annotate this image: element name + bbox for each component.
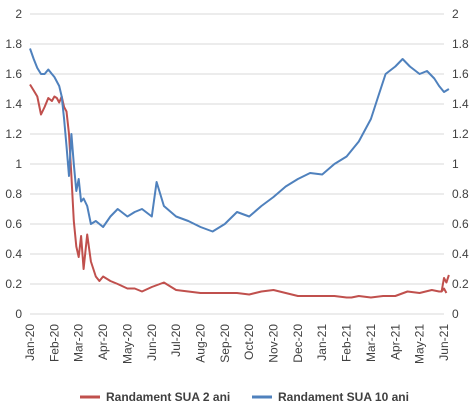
y-tick-left-label: 0.6 xyxy=(5,217,22,231)
y-tick-right-label: 0.2 xyxy=(452,277,469,291)
y-tick-right-label: 1.4 xyxy=(452,97,469,111)
x-tick-label: Sep-20 xyxy=(218,324,232,363)
y-tick-right-label: 2 xyxy=(452,7,459,21)
grid xyxy=(30,13,444,315)
series-layer xyxy=(29,48,450,299)
y-axis-left: 0 0.2 0.4 0.6 0.8 1 1.2 1.4 1.6 1.8 2 xyxy=(5,7,22,321)
series-line-2-ani xyxy=(29,83,448,299)
x-tick-label: Feb-20 xyxy=(47,324,61,362)
x-tick-label: May-21 xyxy=(413,324,427,364)
y-tick-left-label: 1.2 xyxy=(5,127,22,141)
y-tick-right-label: 1.6 xyxy=(452,67,469,81)
y-tick-right-label: 0.8 xyxy=(452,187,469,201)
x-tick-label: Jun-20 xyxy=(145,324,159,361)
y-tick-right-label: 1 xyxy=(452,157,459,171)
series-line-2-ani-tail xyxy=(440,274,450,292)
x-tick-label: Apr-21 xyxy=(388,324,402,360)
x-tick-label: Aug-20 xyxy=(193,324,207,363)
y-tick-left-label: 2 xyxy=(15,7,22,21)
x-tick-label: Jan-21 xyxy=(315,324,329,361)
x-tick-label: Nov-20 xyxy=(267,324,281,363)
x-tick-label: Oct-20 xyxy=(242,324,256,360)
y-tick-right-label: 0.6 xyxy=(452,217,469,231)
legend-label: Randament SUA 2 ani xyxy=(106,390,230,404)
legend: Randament SUA 2 ani Randament SUA 10 ani xyxy=(80,390,409,404)
y-tick-right-label: 1.2 xyxy=(452,127,469,141)
y-tick-right-label: 1.8 xyxy=(452,37,469,51)
x-tick-label: Mar-20 xyxy=(72,324,86,362)
y-tick-left-label: 0.8 xyxy=(5,187,22,201)
y-tick-left-label: 0 xyxy=(15,307,22,321)
y-tick-left-label: 1.6 xyxy=(5,67,22,81)
x-tick-label: Jun-21 xyxy=(437,324,451,361)
y-tick-left-label: 0.4 xyxy=(5,247,22,261)
x-tick-label: Jul-20 xyxy=(169,324,183,357)
y-tick-left-label: 1.8 xyxy=(5,37,22,51)
y-tick-right-label: 0 xyxy=(452,307,459,321)
x-axis: Jan-20 Feb-20 Mar-20 Apr-20 May-20 Jun-20 Jul-… xyxy=(23,324,451,364)
x-tick-label: Jan-20 xyxy=(23,324,37,361)
y-axis-right: 0 0.2 0.4 0.6 0.8 1 1.2 1.4 1.6 1.8 2 xyxy=(452,7,469,321)
legend-label: Randament SUA 10 ani xyxy=(278,390,409,404)
x-tick-label: Mar-21 xyxy=(364,324,378,362)
x-tick-label: Feb-21 xyxy=(340,324,354,362)
y-tick-left-label: 0.2 xyxy=(5,277,22,291)
y-tick-left-label: 1.4 xyxy=(5,97,22,111)
y-tick-left-label: 1 xyxy=(15,157,22,171)
y-tick-right-label: 0.4 xyxy=(452,247,469,261)
x-tick-label: May-20 xyxy=(120,324,134,364)
x-tick-label: Apr-20 xyxy=(96,324,110,360)
series-line-10-ani xyxy=(29,48,450,233)
x-tick-label: Dec-20 xyxy=(291,324,305,363)
